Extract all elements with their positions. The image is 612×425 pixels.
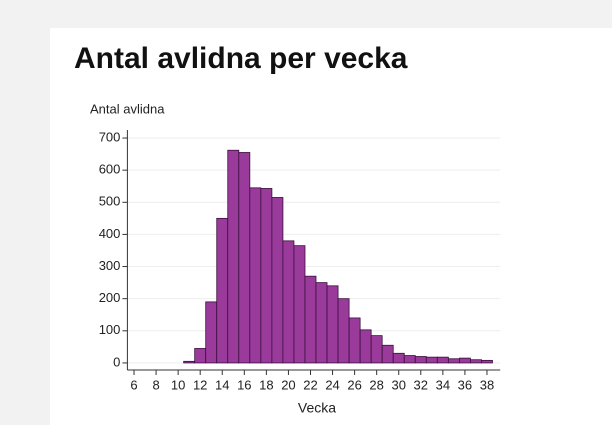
bar [194, 348, 207, 364]
y-tick-label: 600 [99, 162, 121, 177]
x-tick-label: 26 [347, 377, 361, 392]
bar [403, 355, 416, 364]
bar [260, 188, 273, 364]
bar [447, 358, 460, 364]
x-tick-label: 34 [436, 377, 450, 392]
x-axis-label: Vecka [298, 400, 336, 416]
x-tick-label: 16 [237, 377, 251, 392]
bar [304, 275, 317, 364]
bar [348, 317, 361, 364]
y-tick-label: 500 [99, 194, 121, 209]
x-tick-label: 28 [369, 377, 383, 392]
bar [326, 285, 339, 364]
bar [392, 352, 405, 364]
bar [470, 359, 482, 364]
y-tick-label: 700 [99, 129, 121, 144]
chart-title: Antal avlidna per vecka [74, 42, 408, 75]
x-tick-label: 24 [325, 377, 339, 392]
bar [359, 329, 372, 364]
bar [481, 359, 493, 364]
bar [315, 282, 328, 364]
bar [249, 187, 262, 364]
x-tick-label: 18 [259, 377, 273, 392]
x-tick-label: 30 [391, 377, 405, 392]
y-tick-label: 0 [113, 354, 120, 369]
bar [337, 298, 350, 364]
x-tick-label: 22 [303, 377, 317, 392]
x-tick-label: 32 [414, 377, 428, 392]
bar [425, 356, 438, 364]
x-tick-label: 20 [281, 377, 295, 392]
bar [227, 149, 240, 364]
bar [414, 356, 427, 364]
x-tick-label: 12 [193, 377, 207, 392]
bar [436, 356, 449, 364]
y-tick-label: 100 [99, 322, 121, 337]
y-axis-label: Antal avlidna [90, 101, 165, 116]
bar [293, 245, 306, 364]
bar [205, 301, 218, 364]
x-tick-label: 14 [215, 377, 229, 392]
bar [238, 152, 251, 364]
bar [370, 335, 383, 364]
x-tick-label: 8 [152, 377, 159, 392]
y-tick-label: 200 [99, 290, 121, 305]
slide [50, 28, 612, 425]
bar [458, 357, 471, 364]
x-tick-label: 10 [171, 377, 185, 392]
bar [216, 217, 229, 364]
bar [282, 240, 295, 364]
x-tick-label: 38 [480, 377, 494, 392]
x-tick-label: 6 [130, 377, 137, 392]
bar [381, 344, 394, 364]
bar [271, 197, 284, 364]
x-tick-label: 36 [458, 377, 472, 392]
y-tick-label: 300 [99, 258, 121, 273]
y-tick-label: 400 [99, 226, 121, 241]
bar [183, 360, 196, 364]
